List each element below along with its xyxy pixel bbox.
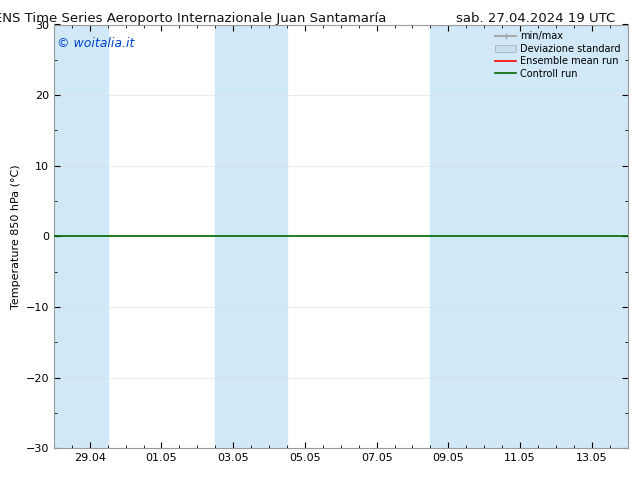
Y-axis label: Temperature 850 hPa (°C): Temperature 850 hPa (°C) [11, 164, 22, 309]
Bar [54, 24, 108, 448]
Text: © woitalia.it: © woitalia.it [57, 37, 134, 50]
Bar [430, 24, 628, 448]
Bar [216, 24, 287, 448]
Text: ENS Time Series Aeroporto Internazionale Juan Santamaría: ENS Time Series Aeroporto Internazionale… [0, 12, 386, 25]
Text: sab. 27.04.2024 19 UTC: sab. 27.04.2024 19 UTC [456, 12, 615, 25]
Legend: min/max, Deviazione standard, Ensemble mean run, Controll run: min/max, Deviazione standard, Ensemble m… [493, 29, 623, 80]
